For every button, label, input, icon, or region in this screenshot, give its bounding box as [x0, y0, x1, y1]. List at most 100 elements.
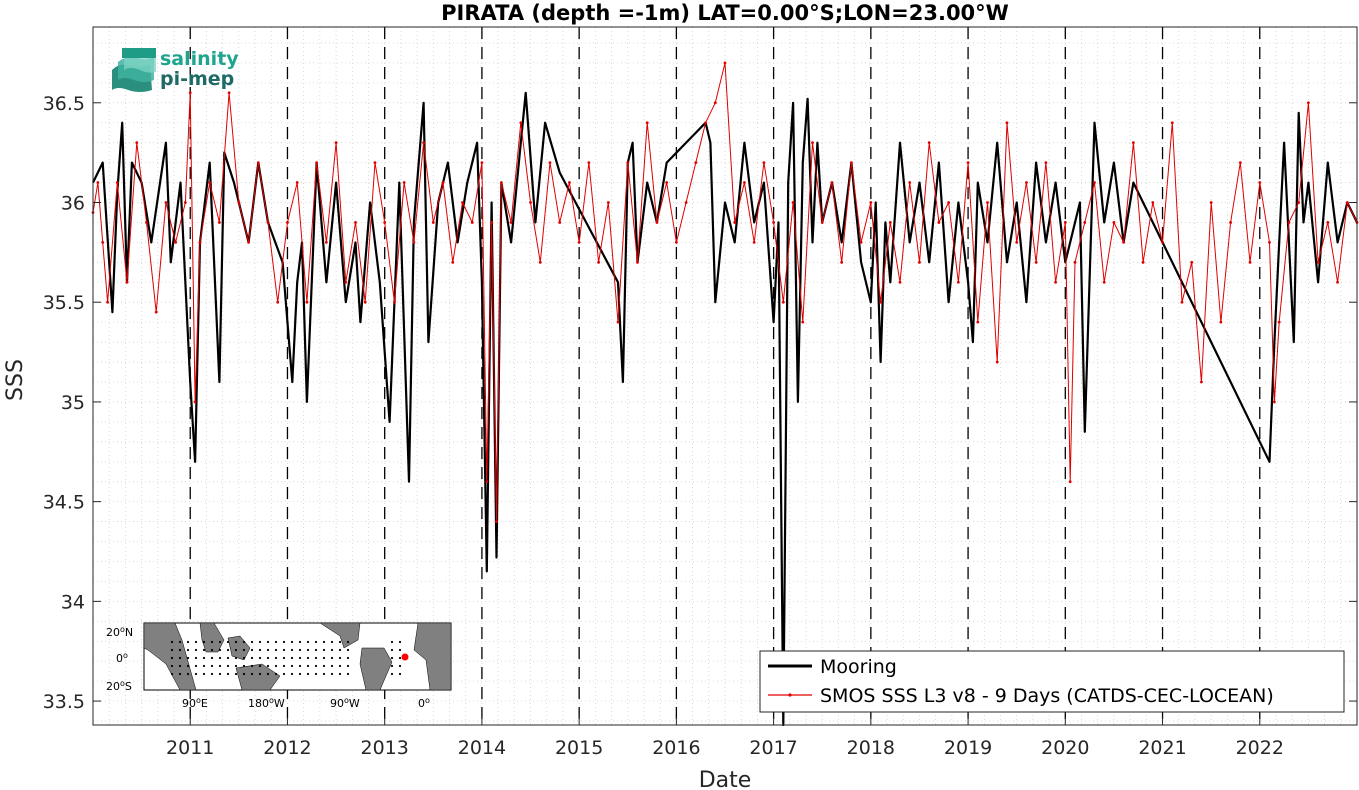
data-point: [879, 300, 882, 304]
data-point: [101, 240, 105, 244]
inset-mooring-dot: [218, 640, 222, 644]
chart-title: PIRATA (depth =-1m) LAT=0.00°S;LON=23.00…: [441, 1, 1009, 25]
data-point: [218, 221, 221, 224]
data-point: [1258, 181, 1262, 184]
data-point: [597, 260, 600, 264]
inset-mooring-dot: [210, 648, 214, 652]
data-point: [135, 141, 139, 145]
inset-mooring-dot: [218, 648, 222, 652]
inset-mooring-dot: [202, 664, 206, 668]
inset-mooring-dot: [218, 664, 222, 668]
x-tick-label: 2020: [1041, 737, 1089, 759]
y-tick-label: 36: [61, 192, 85, 214]
data-point: [227, 91, 231, 95]
data-point: [587, 161, 591, 165]
data-point: [470, 221, 474, 224]
data-point: [684, 201, 688, 204]
inset-mooring-dot: [330, 656, 334, 660]
inset-mooring-dot: [322, 640, 326, 644]
data-point: [373, 161, 377, 165]
inset-mooring-dot: [226, 672, 230, 676]
inset-mooring-dot: [202, 672, 206, 676]
y-tick-label: 35.5: [43, 292, 85, 314]
data-point: [791, 201, 795, 204]
data-point: [888, 221, 892, 224]
inset-mooring-dot: [178, 648, 182, 652]
data-point: [733, 221, 737, 224]
data-point: [276, 300, 280, 304]
data-point: [1073, 260, 1077, 264]
data-point: [713, 101, 717, 105]
inset-mooring-dot: [234, 640, 238, 644]
data-point: [762, 161, 766, 165]
inset-mooring-dot: [266, 664, 270, 668]
inset-lat-label-2: 0o: [116, 651, 128, 665]
data-point: [655, 221, 659, 224]
data-point: [96, 181, 100, 184]
inset-mooring-dot: [306, 664, 310, 668]
inset-mooring-dot: [258, 672, 262, 676]
plot-frame: [92, 26, 1358, 726]
data-point: [1336, 280, 1339, 284]
inset-mooring-dot: [346, 656, 350, 660]
data-point: [636, 260, 639, 264]
inset-mooring-dots: [170, 640, 402, 676]
inset-mooring-dot: [242, 640, 246, 644]
data-point: [616, 320, 620, 324]
inset-mooring-dot: [178, 672, 182, 676]
data-point: [295, 181, 299, 184]
x-tick-label: 2015: [555, 737, 603, 759]
inset-labels: 20oN 0o 20oS 90oE 180oW 90oW 0o: [106, 625, 430, 710]
inset-mooring-dot: [170, 656, 174, 660]
inset-mooring-dot: [338, 656, 342, 660]
inset-lon-label-4: 0o: [418, 696, 430, 710]
inset-mooring-dot: [322, 656, 326, 660]
data-point: [704, 121, 707, 125]
data-point: [256, 161, 260, 165]
data-point: [830, 181, 834, 184]
data-point: [558, 221, 562, 224]
data-point: [743, 181, 746, 184]
inset-mooring-dot: [274, 648, 278, 652]
inset-mooring-dot: [282, 672, 286, 676]
data-point: [412, 240, 416, 244]
data-point: [538, 260, 542, 264]
data-point: [188, 91, 192, 95]
data-point: [193, 400, 197, 404]
inset-mooring-dot: [338, 672, 342, 676]
logo-line2: pi-mep: [160, 68, 234, 90]
inset-mooring-dot: [250, 656, 254, 660]
inset-mooring-dot: [266, 640, 270, 644]
series-line-1: [92, 62, 1358, 523]
series-layer: [91, 61, 1359, 727]
inset-mooring-dot: [170, 672, 174, 676]
x-tick-label: 2013: [361, 737, 409, 759]
data-point: [461, 201, 464, 204]
inset-mooring-dot: [242, 648, 246, 652]
data-point: [154, 310, 158, 314]
series-line-0: [92, 91, 1358, 727]
data-point: [995, 360, 999, 364]
x-tick-label: 2021: [1138, 737, 1186, 759]
inset-mooring-dot: [194, 648, 198, 652]
inset-mooring-dot: [398, 640, 402, 644]
data-point: [1190, 260, 1194, 264]
inset-mooring-dot: [282, 640, 286, 644]
x-tick-label: 2011: [166, 737, 214, 759]
data-point: [606, 201, 610, 204]
inset-lon-label-2: 180oW: [248, 696, 285, 710]
inset-mooring-dot: [390, 640, 394, 644]
inset-mooring-dot: [226, 640, 230, 644]
data-point: [840, 260, 844, 264]
salinity-pimep-logo: salinity pi-mep: [112, 48, 239, 92]
year-separator-lines: [189, 27, 1261, 725]
data-point: [1170, 121, 1174, 125]
inset-mooring-dot: [266, 656, 270, 660]
inset-mooring-dot: [330, 664, 334, 668]
inset-mooring-dot: [226, 664, 230, 668]
wave-logo-icon: [112, 48, 156, 92]
inset-mooring-dot: [346, 672, 350, 676]
data-point: [976, 320, 980, 324]
data-point: [383, 221, 387, 224]
inset-mooring-dot: [210, 656, 214, 660]
